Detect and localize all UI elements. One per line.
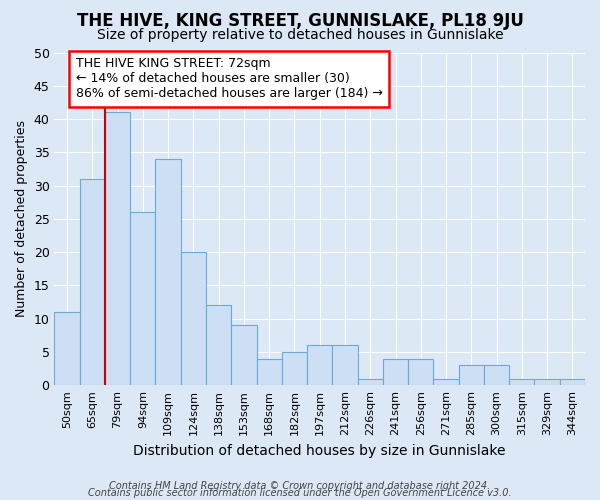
Bar <box>80 179 105 386</box>
Bar <box>408 358 433 386</box>
Text: Contains public sector information licensed under the Open Government Licence v3: Contains public sector information licen… <box>88 488 512 498</box>
Text: THE HIVE KING STREET: 72sqm
← 14% of detached houses are smaller (30)
86% of sem: THE HIVE KING STREET: 72sqm ← 14% of det… <box>76 58 383 100</box>
Bar <box>282 352 307 386</box>
Bar <box>155 159 181 386</box>
Bar <box>307 346 332 386</box>
Bar <box>484 366 509 386</box>
Bar <box>105 112 130 386</box>
Text: Size of property relative to detached houses in Gunnislake: Size of property relative to detached ho… <box>97 28 503 42</box>
X-axis label: Distribution of detached houses by size in Gunnislake: Distribution of detached houses by size … <box>133 444 506 458</box>
Bar <box>55 312 80 386</box>
Bar <box>383 358 408 386</box>
Y-axis label: Number of detached properties: Number of detached properties <box>15 120 28 318</box>
Bar <box>433 378 458 386</box>
Bar <box>332 346 358 386</box>
Bar <box>458 366 484 386</box>
Bar <box>231 326 257 386</box>
Text: THE HIVE, KING STREET, GUNNISLAKE, PL18 9JU: THE HIVE, KING STREET, GUNNISLAKE, PL18 … <box>77 12 523 30</box>
Bar <box>257 358 282 386</box>
Text: Contains HM Land Registry data © Crown copyright and database right 2024.: Contains HM Land Registry data © Crown c… <box>109 481 491 491</box>
Bar <box>206 306 231 386</box>
Bar <box>358 378 383 386</box>
Bar <box>535 378 560 386</box>
Bar <box>130 212 155 386</box>
Bar <box>560 378 585 386</box>
Bar <box>509 378 535 386</box>
Bar <box>181 252 206 386</box>
